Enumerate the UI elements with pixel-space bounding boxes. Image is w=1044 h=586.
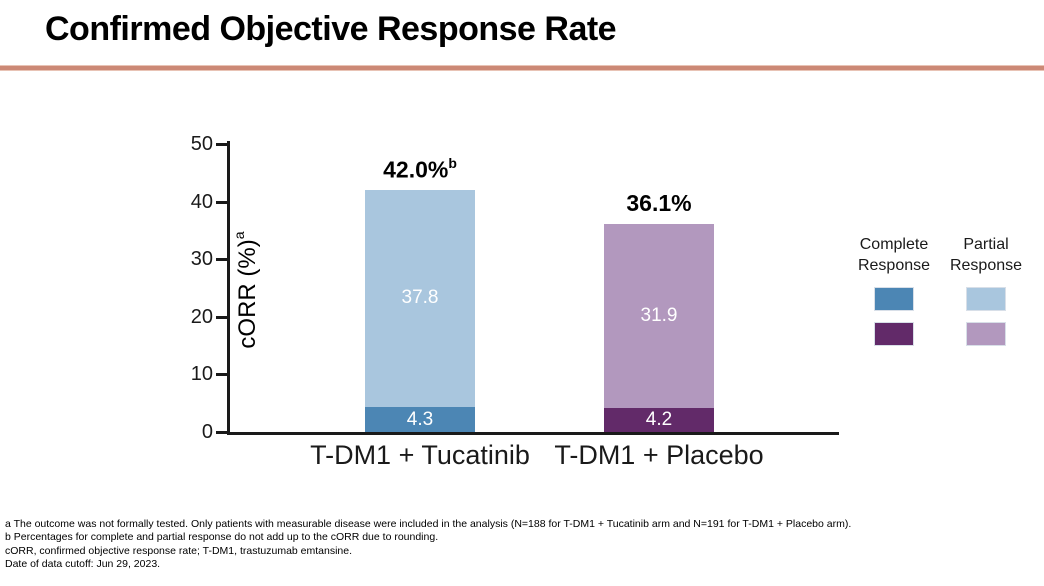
bar-segment-value-label: 37.8 (401, 287, 439, 309)
bar-total-label: 36.1% (626, 190, 692, 217)
y-axis-tick (216, 431, 227, 434)
title-underline-rule (0, 66, 1044, 70)
x-axis-category-label: T-DM1 + Tucatinib (310, 440, 530, 470)
y-axis-tick-label: 50 (190, 133, 213, 155)
bar-segment-value-label: 31.9 (640, 304, 678, 326)
y-axis-tick-label: 0 (201, 421, 213, 443)
bar-segment-value-label: 4.2 (645, 408, 673, 430)
legend-swatch-partial-purple (966, 322, 1006, 346)
y-axis-tick (216, 373, 227, 377)
y-axis-label-superscript: a (231, 231, 247, 240)
y-axis-tick (216, 200, 227, 204)
bar-segment-complete-response: 4.3 (365, 407, 475, 432)
legend-swatch-partial-blue (966, 287, 1006, 311)
footnote-a: a The outcome was not formally tested. O… (5, 518, 852, 530)
legend-label-complete-response: Complete Response (857, 236, 931, 274)
legend-swatch-complete-blue (874, 287, 914, 311)
y-axis-label-text: cORR (%) (234, 239, 261, 349)
legend-column-complete-response: Complete Response (842, 234, 946, 346)
bar-segment-partial-response: 37.8 (365, 189, 475, 408)
y-axis-tick-label: 10 (190, 363, 213, 386)
y-axis-label: cORR (%)a (231, 170, 263, 410)
legend-swatch-complete-purple (874, 322, 914, 346)
footnote-abbreviations: cORR, confirmed objective response rate;… (5, 544, 353, 557)
legend-column-partial-response: Partial Response (936, 234, 1036, 346)
bar-segment-complete-response: 4.2 (604, 407, 714, 432)
bar-segment-partial-response: 31.9 (604, 224, 714, 408)
y-axis-tick-label: 40 (190, 190, 213, 213)
bar-total-superscript: b (448, 154, 457, 171)
y-axis-line (227, 141, 230, 435)
footnotes: a The outcome was not formally tested. O… (5, 518, 1040, 572)
y-axis-tick (216, 315, 227, 319)
x-axis-category-label: T-DM1 + Placebo (554, 440, 764, 470)
bar-total-label: 42.0%b (383, 154, 457, 183)
y-axis-tick (216, 143, 227, 146)
y-axis-tick-label: 30 (190, 248, 213, 271)
page-title: Confirmed Objective Response Rate (45, 10, 617, 48)
footnote-data-cutoff: Date of data cutoff: Jun 29, 2023. (5, 558, 161, 571)
y-axis-tick-label: 20 (190, 305, 213, 328)
bar-segment-value-label: 4.3 (406, 408, 434, 430)
legend-label-partial-response: Partial Response (949, 236, 1023, 274)
footnote-b: b Percentages for complete and partial r… (5, 531, 439, 544)
x-axis-line (227, 432, 839, 435)
y-axis-tick (216, 258, 227, 262)
